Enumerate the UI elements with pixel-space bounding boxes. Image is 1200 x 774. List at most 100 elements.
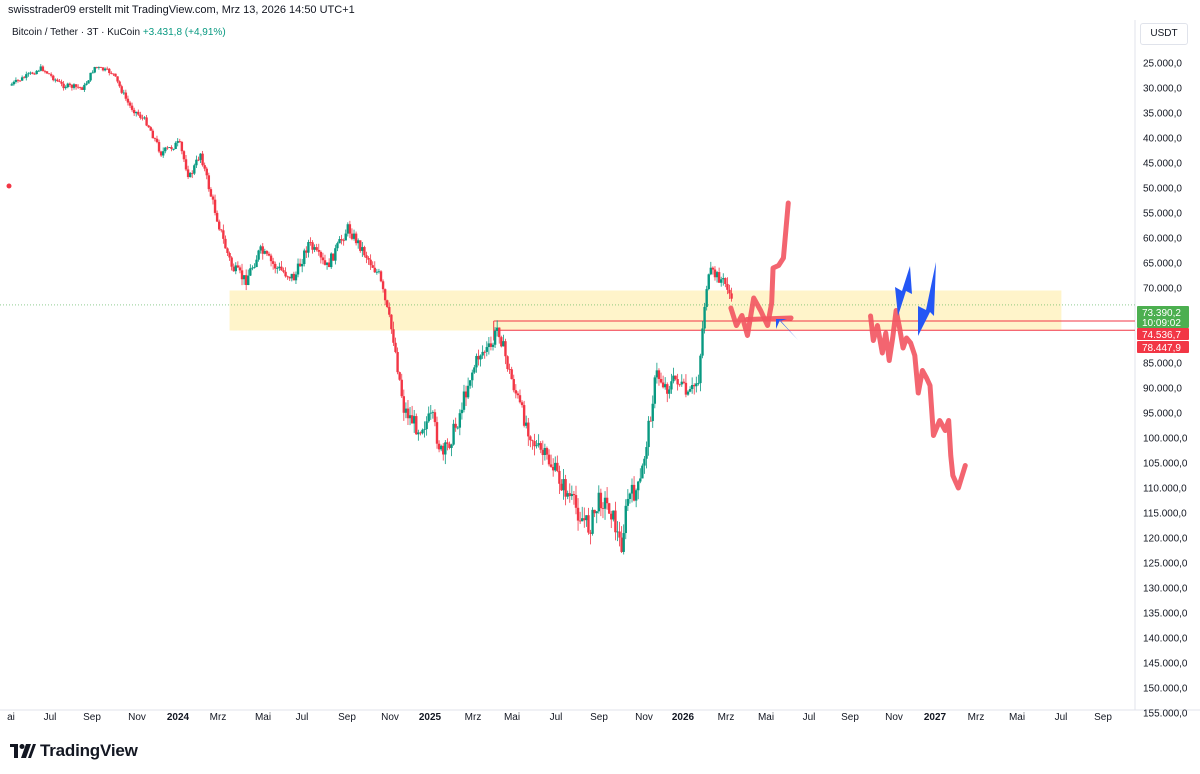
x-tick-label-0: ai: [7, 712, 15, 723]
candle-body-40: [93, 66, 96, 73]
candle-body-236: [500, 337, 503, 347]
y-tick-label-3: 40.000,0: [1143, 134, 1182, 145]
price-tag-value-0: 73.390,2: [1142, 308, 1181, 319]
candle-body-219: [464, 391, 468, 398]
candle-body-115: [249, 268, 252, 276]
candle-body-82: [180, 141, 184, 152]
candle-body-38: [89, 72, 92, 81]
candle-body-280: [591, 509, 594, 534]
candle-body-281: [593, 509, 596, 514]
candle-body-286: [603, 497, 607, 509]
candle-body-277: [585, 515, 588, 521]
footer: TradingView: [0, 731, 1200, 774]
candle-body-110: [238, 267, 242, 271]
price-tag-0: [1137, 306, 1189, 328]
candle-body-341: [717, 272, 721, 283]
candle-body-22: [56, 79, 59, 82]
candle-body-7: [25, 74, 28, 78]
candle-body-123: [265, 251, 269, 254]
candle-body-113: [244, 275, 248, 286]
candle-body-104: [226, 248, 229, 254]
candle-body-87: [191, 172, 194, 174]
candle-body-45: [103, 68, 107, 71]
currency-button[interactable]: USDT: [1140, 23, 1188, 45]
x-tick-label-10: 2025: [419, 712, 442, 723]
candle-body-133: [286, 276, 289, 278]
candle-body-243: [514, 390, 518, 394]
candle-body-188: [400, 379, 403, 397]
candle-body-267: [564, 479, 567, 497]
candle-body-107: [232, 266, 235, 272]
candle-body-167: [356, 240, 360, 244]
candle-body-120: [259, 246, 262, 251]
candle-body-86: [188, 172, 192, 178]
candle-body-270: [570, 493, 574, 497]
candle-body-109: [236, 265, 240, 268]
candle-body-27: [66, 83, 69, 88]
y-tick-label-19: 120.000,0: [1143, 534, 1188, 545]
y-tick-label-25: 150.000,0: [1143, 684, 1188, 695]
candle-body-168: [359, 240, 362, 251]
candle-body-20: [52, 75, 55, 81]
x-tick-label-20: Sep: [841, 712, 859, 723]
x-tick-label-1: Jul: [44, 712, 57, 723]
candle-body-158: [338, 239, 341, 244]
candle-body-88: [193, 165, 196, 174]
tradingview-logo[interactable]: TradingView: [10, 741, 138, 761]
candle-body-283: [597, 492, 601, 512]
candle-body-282: [595, 511, 598, 514]
candle-body-114: [247, 275, 250, 286]
candle-body-292: [616, 531, 619, 533]
candle-body-108: [234, 265, 237, 272]
candle-body-95: [207, 175, 211, 190]
price-chart[interactable]: 25.000,0 30.000,0 35.000,0 40.000,0 45.000,0…: [0, 20, 1200, 731]
candle-body-111: [240, 270, 244, 280]
y-tick-label-1: 30.000,0: [1143, 84, 1182, 95]
candle-body-203: [431, 412, 435, 414]
candle-body-77: [170, 147, 173, 150]
candle-body-224: [475, 355, 478, 368]
candle-body-105: [228, 253, 231, 258]
candle-body-297: [626, 498, 630, 506]
candle-body-307: [647, 420, 650, 448]
candle-body-212: [450, 444, 453, 448]
candle-body-312: [657, 370, 661, 380]
candle-body-148: [317, 249, 320, 252]
y-tick-label-21: 130.000,0: [1143, 584, 1188, 595]
candle-body-2: [14, 79, 18, 82]
y-tick-label-20: 125.000,0: [1143, 559, 1188, 570]
candle-body-69: [153, 138, 157, 139]
candle-body-238: [504, 341, 507, 357]
price-tag-countdown: 10:09:02: [1142, 318, 1181, 329]
candle-body-295: [622, 533, 625, 552]
candle-body-208: [442, 445, 445, 455]
candle-body-99: [215, 212, 219, 222]
candle-body-37: [87, 80, 90, 84]
candle-body-0: [10, 84, 13, 86]
candle-body-96: [209, 189, 213, 197]
candle-body-98: [213, 199, 217, 213]
candle-body-141: [303, 250, 306, 265]
candle-body-63: [141, 117, 144, 119]
candle-body-23: [58, 81, 61, 82]
chart-area[interactable]: 25.000,0 30.000,0 35.000,0 40.000,0 45.000,0…: [0, 20, 1200, 731]
candle-body-155: [332, 253, 335, 261]
x-tick-label-19: Jul: [803, 712, 816, 723]
candle-body-4: [18, 80, 22, 82]
candle-body-288: [607, 503, 611, 514]
candle-body-296: [624, 505, 627, 534]
candle-body-33: [79, 87, 82, 88]
candle-body-309: [651, 403, 654, 422]
x-tick-label-16: 2026: [672, 712, 695, 723]
candle-body-92: [201, 153, 204, 166]
candle-body-54: [122, 92, 125, 94]
candle-body-117: [253, 267, 256, 268]
blue-arrow-mid: [895, 266, 912, 316]
tradingview-wordmark: TradingView: [40, 741, 138, 760]
candle-body-198: [421, 429, 424, 434]
price-tag-value-1: 74.536,7: [1142, 330, 1181, 341]
candle-body-241: [510, 369, 513, 380]
candle-body-258: [545, 448, 549, 455]
candle-body-179: [381, 281, 385, 290]
x-tick-label-9: Nov: [381, 712, 399, 723]
